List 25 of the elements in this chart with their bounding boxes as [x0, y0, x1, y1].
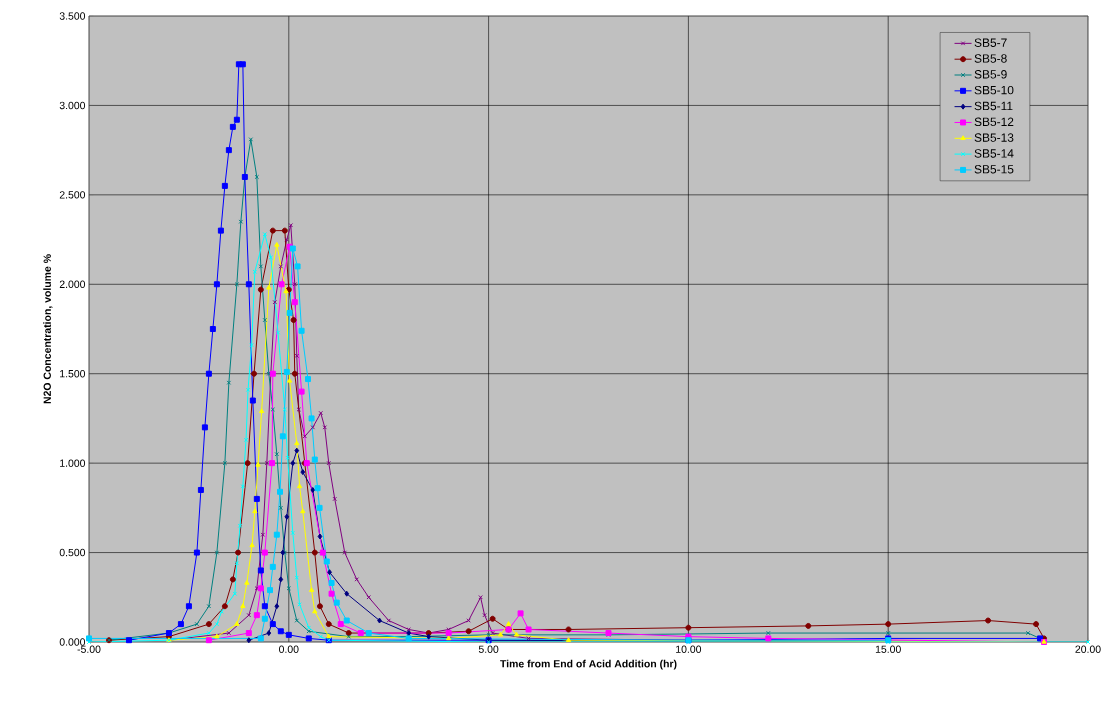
legend-label: SB5-15	[974, 165, 1014, 174]
y-tick-label: 0.000	[59, 638, 86, 646]
x-tick-label: 20.00	[1075, 645, 1101, 653]
legend-label: SB5-11	[974, 101, 1013, 111]
x-tick-label: 15.00	[875, 645, 901, 653]
y-tick-label: 3.500	[59, 12, 86, 20]
x-tick-label: 10.00	[676, 645, 702, 653]
legend-label: SB5-9	[974, 70, 1007, 79]
y-axis-title: N2O Concentration, volume %	[43, 254, 53, 404]
x-tick-label: 0.00	[279, 645, 299, 653]
legend-label: SB5-7	[974, 38, 1007, 47]
y-tick-label: 1.000	[60, 459, 86, 467]
legend-label: SB5-13	[974, 133, 1014, 142]
legend-label: SB5-8	[974, 54, 1007, 63]
legend-label: SB5-14	[974, 149, 1014, 158]
x-tick-label: -5.00	[77, 645, 101, 653]
y-tick-label: 0.500	[59, 548, 86, 557]
x-axis-title: Time from End of Acid Addition (hr)	[500, 659, 677, 670]
y-tick-label: 1.500	[60, 370, 86, 378]
x-tick-label: 5.00	[478, 645, 499, 653]
y-tick-label: 2.500	[59, 191, 86, 199]
y-tick-label: 3.000	[59, 101, 86, 110]
legend-label: SB5-10	[974, 85, 1014, 95]
y-tick-label: 2.000	[59, 280, 86, 288]
legend-label: SB5-12	[974, 117, 1014, 126]
